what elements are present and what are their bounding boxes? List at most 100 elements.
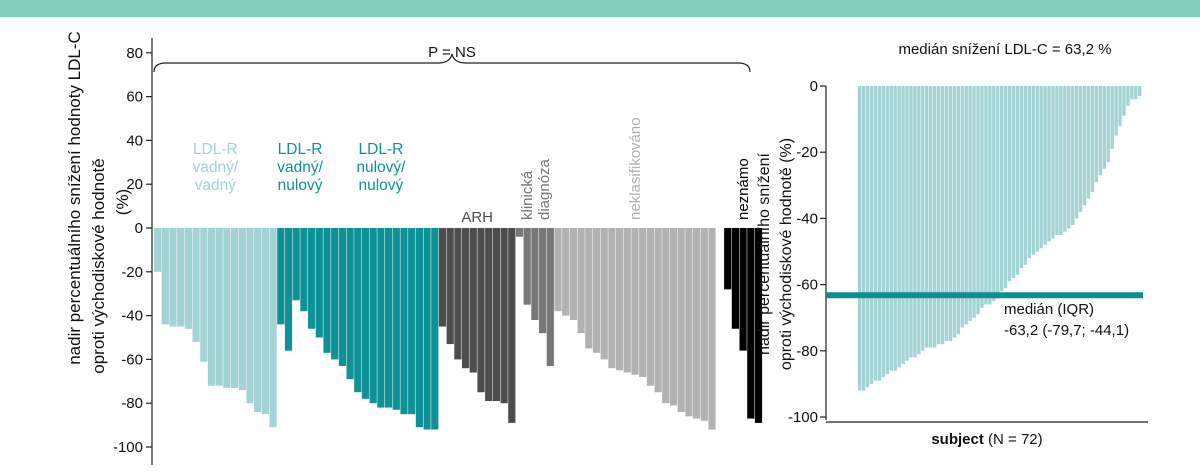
left-bar	[492, 228, 500, 402]
left-bar	[215, 228, 223, 386]
right-bar	[917, 86, 921, 355]
group-label-line: vadný/	[193, 159, 239, 176]
left-bar	[169, 228, 177, 327]
left-bar	[577, 228, 585, 334]
left-bar	[323, 228, 331, 353]
right-bar	[925, 86, 929, 348]
right-bar	[861, 86, 866, 391]
left-y-ticks: 80 60 40 20 0 -20 -40 -60 -80 -100	[113, 45, 152, 456]
right-bar	[1063, 86, 1067, 232]
right-bar	[1007, 86, 1012, 282]
right-bar	[1114, 86, 1118, 136]
group-label-line: LDL-R	[193, 141, 238, 158]
right-bar	[1086, 86, 1091, 199]
left-bar	[639, 228, 647, 377]
left-bar	[308, 228, 316, 329]
right-bar	[858, 86, 862, 391]
waterfall-chart-all-subjects: medián snížení LDL-C = 63,2 % 0 -20 -40 -60…	[756, 41, 1148, 448]
right-bar	[1102, 86, 1106, 169]
left-bar	[207, 228, 216, 386]
left-bars	[154, 228, 763, 430]
group-label-line: nulový	[358, 177, 403, 194]
left-y-tick-label: 0	[135, 220, 143, 237]
right-y-axis-label-line1: nadir percentuálního snížení	[756, 152, 773, 354]
right-bar	[1011, 86, 1016, 278]
right-bar	[901, 86, 905, 365]
left-bar	[708, 228, 716, 430]
median-label-line2: -63,2 (-79,7; -44,1)	[1004, 322, 1129, 339]
left-bar	[531, 228, 539, 320]
left-y-tick-label: -80	[121, 395, 143, 412]
left-bar	[646, 228, 654, 386]
right-bar	[897, 86, 901, 368]
left-y-axis-label-line2: oproti východiskové hodnotě	[89, 158, 108, 373]
right-bar	[968, 86, 972, 322]
left-bar	[508, 228, 516, 423]
right-bar	[940, 86, 945, 345]
right-bar	[964, 86, 968, 325]
left-bar	[223, 228, 231, 388]
left-bar	[585, 228, 593, 349]
left-bar	[177, 228, 185, 327]
left-bar	[292, 228, 300, 301]
left-bar	[331, 228, 339, 360]
header-band	[0, 0, 1200, 17]
right-bar	[893, 86, 897, 371]
left-bar	[392, 228, 400, 410]
right-bar	[869, 86, 874, 384]
significance-label: P = NS	[428, 44, 476, 61]
left-bar	[400, 228, 408, 415]
right-bar	[1059, 86, 1063, 235]
left-y-tick-label: 60	[126, 89, 143, 106]
right-bar	[1090, 86, 1095, 192]
left-bar	[739, 228, 747, 351]
right-bar	[1027, 86, 1032, 259]
group-label-line: klinická	[519, 170, 536, 220]
right-y-tick-label: -20	[796, 144, 818, 161]
left-bar	[546, 228, 554, 366]
left-bar	[569, 228, 577, 320]
right-bar	[984, 86, 988, 305]
left-bar	[616, 228, 624, 371]
left-bar	[608, 228, 616, 369]
right-bar	[972, 86, 976, 318]
left-y-axis-label-line1: nadir percentuálního snížení hodnoty LDL…	[65, 31, 84, 365]
left-y-tick-label: 80	[126, 45, 143, 62]
left-bar	[192, 228, 200, 342]
left-bar	[423, 228, 431, 430]
right-bar	[1118, 86, 1122, 126]
left-bar	[408, 228, 416, 415]
right-bar	[932, 86, 937, 348]
left-bar	[677, 228, 685, 412]
left-bar	[562, 228, 570, 316]
right-bar	[929, 86, 933, 348]
right-bar	[921, 86, 925, 351]
left-bar	[754, 228, 763, 423]
right-bar	[1074, 86, 1079, 219]
left-bar	[231, 228, 239, 388]
left-bar	[669, 228, 678, 406]
left-bar	[369, 228, 377, 404]
right-bar	[1094, 86, 1099, 182]
right-bar	[877, 86, 882, 381]
right-bar	[1138, 86, 1142, 96]
left-bar	[154, 228, 162, 272]
right-bar	[1000, 86, 1004, 292]
right-bar	[1130, 86, 1134, 100]
right-y-tick-label: -60	[796, 277, 818, 294]
right-bar	[1110, 86, 1114, 149]
right-bar	[1015, 86, 1020, 275]
left-bar	[200, 228, 208, 362]
right-bar	[948, 86, 953, 341]
left-bar	[269, 228, 277, 428]
left-bar	[462, 228, 470, 369]
group-label-line: neznámo	[735, 158, 752, 220]
left-bar	[454, 228, 462, 360]
right-x-axis-label-rest: (N = 72)	[988, 431, 1043, 448]
right-y-tick-label: -40	[796, 210, 818, 227]
median-label-line1: medián (IQR)	[1004, 301, 1094, 318]
right-x-axis-label-bold: subject	[931, 431, 984, 448]
right-bar	[996, 86, 1000, 298]
